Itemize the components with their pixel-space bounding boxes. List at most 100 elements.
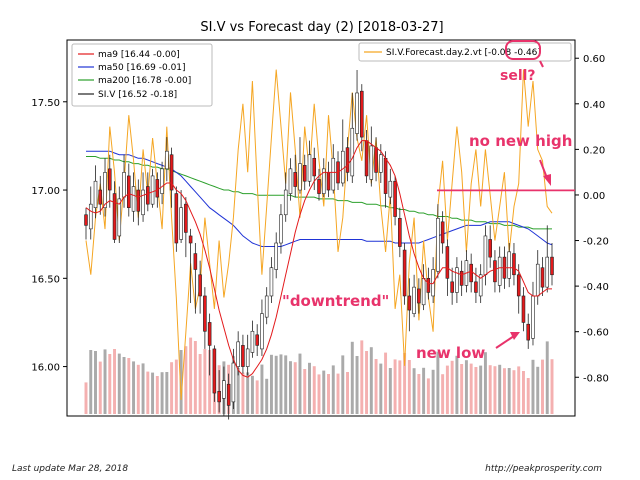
volume-bar [94,351,97,414]
volume-bar [269,354,273,414]
y-right-tick-label: -0.40 [583,282,609,293]
ma9-line [85,140,552,378]
volume-bar [165,372,169,414]
candle [469,253,473,293]
candle [93,165,98,219]
candle-body [345,147,350,173]
candle-body [141,189,145,216]
volume-bar [379,363,383,414]
volume-bar [417,374,421,414]
volume-bar [136,364,140,414]
volume-bar [89,350,93,414]
candle [298,137,302,194]
candle [198,260,202,314]
candle [545,225,550,293]
y-right-tick-label: -0.20 [583,237,609,248]
candle-body [174,193,179,244]
volume-bar [274,355,278,414]
candle [88,186,93,240]
volume-bar [293,362,297,414]
y-left-tick-label: 16.50 [31,274,60,285]
candle-body [526,323,530,341]
candle [260,299,264,356]
candle [321,158,326,198]
legend-label-ma9: ma9 [16.44 -0.00] [98,50,180,60]
candle [331,144,336,194]
candle [264,287,269,325]
candle [283,172,288,222]
candle-body [421,278,426,306]
volume-bar [160,372,164,414]
candle [302,154,307,191]
volume-bar [303,369,307,414]
volume-bar [455,355,459,414]
candle [117,186,122,244]
candle-body [179,207,183,240]
volume-bar [98,361,102,414]
candle [274,232,278,279]
ma50-path [86,150,553,247]
footer-last-update: Last update Mar 28, 2018 [12,464,129,474]
candle-body [469,263,473,283]
volume-bar [146,371,150,414]
candle-body [521,295,526,323]
candle [217,370,221,413]
candle [255,324,259,356]
candle [84,207,88,240]
ma50-line [86,150,553,247]
candle-body [84,214,88,226]
volume-bar [436,351,440,414]
legend-label-forecast: SI.V.Forecast.day.2.vt [-0.08 -0.46] [386,48,541,58]
volume-bar [384,352,388,414]
candle [369,126,374,187]
candle [146,172,150,212]
candle-body [226,383,231,406]
volume-bar [103,349,107,414]
candle [160,161,164,205]
volume-bar [322,370,326,414]
candle [188,228,193,304]
volume-bar [288,361,292,414]
candle [393,175,397,226]
candle-body [169,154,174,191]
volume-bar [441,374,445,414]
candle-body [326,172,331,191]
legend-label-siv: SI.V [16.52 -0.18] [98,90,177,100]
volume-bar [502,368,506,414]
sell-highlight-box [505,40,541,60]
volume-bar [179,350,183,414]
candle-body [198,274,202,297]
candle-body [231,362,236,403]
candle-body [279,214,283,244]
volume-bar [526,378,530,414]
candle [407,278,412,332]
no-new-high-arrow [539,159,548,179]
footer-url: http://peakprosperity.com [485,464,602,474]
candle [350,92,355,183]
candle [341,119,345,187]
volume-bar [327,374,330,414]
ma9-path [85,140,552,378]
candle-body [369,145,374,180]
candle-body [445,246,450,279]
volume-bar [260,364,264,414]
volume-bar [393,359,397,414]
volume-bar [545,341,549,414]
volume-bar [412,368,416,414]
candle-body [550,256,554,276]
candle [317,168,321,201]
volume-bar [521,371,525,414]
annotation-downtrend: "downtrend" [282,292,389,310]
candle-body [274,242,278,270]
candle [478,264,483,304]
legend-right: SI.V.Forecast.day.2.vt [-0.08 -0.46] [358,42,572,62]
candle-body [488,239,492,258]
volume-bar [517,366,521,414]
candle-body [483,235,488,276]
candle [184,197,188,258]
candle-body [507,251,511,279]
volume-bar [431,369,435,414]
candle-body [184,203,188,233]
volume-bar [265,378,269,414]
candle-body [531,295,535,339]
